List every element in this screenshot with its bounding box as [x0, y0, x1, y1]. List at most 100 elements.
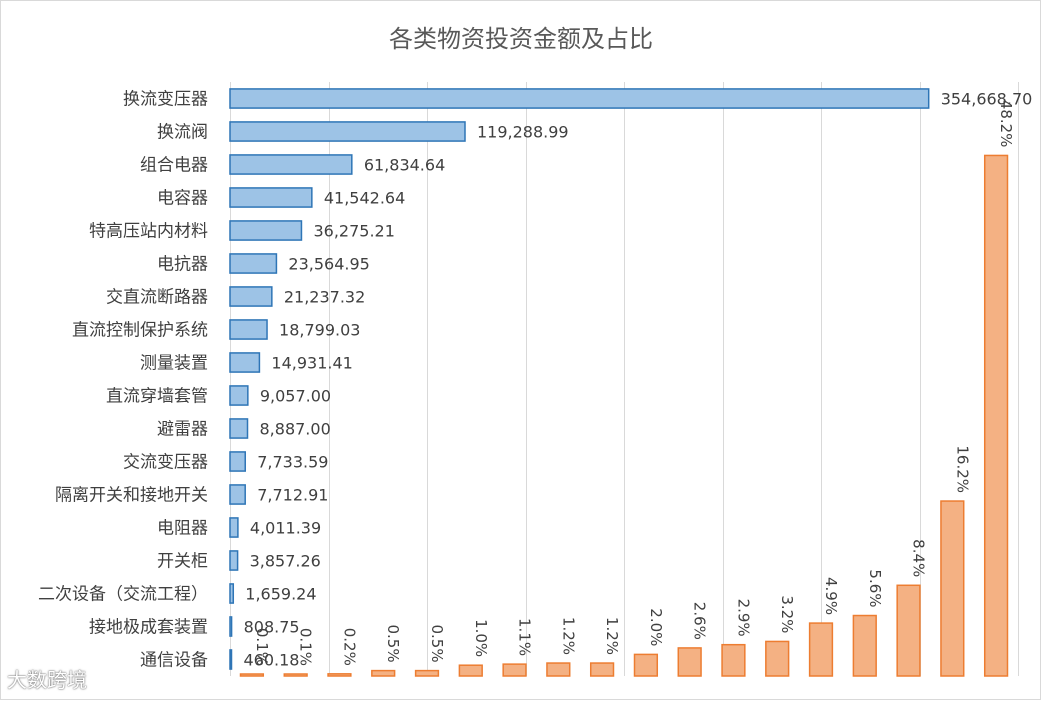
value-label: 61,834.64 [364, 156, 445, 175]
share-label: 5.6% [866, 569, 884, 607]
category-label: 二次设备（交流工程） [38, 585, 208, 605]
category-label: 接地极成套装置 [89, 618, 208, 638]
share-bar [546, 662, 571, 677]
value-label: 354,668.70 [941, 90, 1033, 109]
share-bar [239, 673, 265, 677]
category-label: 开关柜 [157, 552, 208, 572]
share-label: 1.0% [472, 619, 490, 657]
share-bar [633, 653, 659, 677]
value-label: 9,057.00 [260, 387, 331, 406]
value-label: 7,712.91 [257, 486, 328, 505]
category-label: 交流变压器 [123, 453, 208, 473]
share-bar [852, 614, 877, 677]
amount-bar [229, 583, 235, 604]
share-label: 16.2% [953, 445, 971, 493]
category-label: 直流控制保护系统 [72, 321, 208, 341]
share-bar [414, 669, 440, 677]
share-label: 3.2% [778, 595, 796, 633]
category-label: 测量装置 [140, 354, 208, 374]
category-label: 组合电器 [140, 156, 208, 176]
amount-bar [229, 286, 273, 307]
share-label: 8.4% [910, 539, 928, 577]
amount-bar [229, 319, 268, 340]
category-label: 电抗器 [157, 255, 208, 275]
amount-bar [229, 616, 233, 637]
share-bar [808, 622, 834, 677]
value-label: 21,237.32 [284, 288, 365, 307]
amount-bar [229, 517, 239, 538]
share-label: 1.2% [559, 617, 577, 655]
category-label: 电阻器 [157, 519, 208, 539]
share-bar [983, 154, 1009, 677]
category-label: 直流穿墙套管 [106, 387, 208, 407]
share-bar [327, 673, 352, 677]
value-label: 808.75 [244, 618, 300, 637]
value-label: 18,799.03 [279, 321, 360, 340]
category-labels: 换流变压器换流阀组合电器电容器特高压站内材料电抗器交直流断路器直流控制保护系统测… [38, 90, 208, 671]
category-label: 换流变压器 [123, 90, 208, 110]
value-label: 119,288.99 [477, 123, 569, 142]
amount-bars [229, 88, 930, 670]
share-label: 48.2% [997, 100, 1015, 148]
amount-bar [229, 649, 233, 670]
gridlines [230, 82, 1019, 676]
amount-bar [229, 220, 303, 241]
share-bar [940, 500, 965, 677]
amount-bar [229, 451, 246, 472]
amount-bar [229, 352, 261, 373]
value-label: 36,275.21 [313, 222, 394, 241]
category-label: 换流阀 [157, 123, 208, 143]
share-label: 0.5% [384, 624, 402, 662]
category-label: 交直流断路器 [106, 288, 208, 308]
share-bars [239, 154, 1009, 677]
share-label: 0.1% [297, 628, 315, 666]
share-label: 1.2% [603, 617, 621, 655]
value-label: 3,857.26 [250, 552, 321, 571]
share-bar [283, 673, 308, 677]
share-label: 1.1% [516, 618, 534, 656]
value-label: 23,564.95 [288, 255, 369, 274]
amount-bar [229, 484, 246, 505]
share-bar [502, 663, 527, 677]
value-label: 460.18 [244, 651, 300, 670]
watermark-logo: 大数跨境 [7, 668, 87, 692]
amount-bar [229, 88, 930, 109]
share-labels: 0.1% 0.1% 0.2% 0.5% 0.5% 1.0% 1.1% 1.2% 1.2% 2.0%… [253, 100, 1015, 666]
amount-bar [229, 385, 249, 406]
share-label: 2.0% [647, 608, 665, 646]
amount-bar [229, 121, 466, 142]
amount-bar [229, 418, 249, 439]
value-label: 41,542.64 [324, 189, 405, 208]
share-label: 2.9% [734, 599, 752, 637]
value-label: 8,887.00 [260, 420, 331, 439]
category-label: 通信设备 [140, 651, 208, 671]
share-bar [589, 662, 615, 677]
category-label: 特高压站内材料 [89, 222, 208, 242]
share-bar [371, 669, 396, 677]
share-bar [458, 664, 483, 677]
value-label: 1,659.24 [245, 585, 316, 604]
amount-bar [229, 187, 313, 208]
share-label: 0.1% [253, 628, 271, 666]
amount-labels: 354,668.70 119,288.99 61,834.64 41,542.64 36… [244, 90, 1033, 670]
category-label: 电容器 [157, 189, 208, 209]
share-label: 4.9% [822, 577, 840, 615]
value-label: 14,931.41 [271, 354, 352, 373]
chart-title: 各类物资投资金额及占比 [389, 25, 653, 53]
value-label: 4,011.39 [250, 519, 321, 538]
share-bar [721, 643, 746, 677]
category-label: 隔离开关和接地开关 [55, 486, 208, 506]
amount-bar [229, 154, 353, 175]
share-bar [896, 584, 921, 677]
share-label: 2.6% [691, 602, 709, 640]
amount-bar [229, 253, 278, 274]
share-label: 0.2% [340, 628, 358, 666]
share-bar [677, 647, 702, 677]
share-bar [765, 640, 790, 677]
category-label: 避雷器 [157, 420, 208, 440]
value-label: 7,733.59 [257, 453, 328, 472]
amount-bar [229, 550, 239, 571]
share-label: 0.5% [428, 624, 446, 662]
